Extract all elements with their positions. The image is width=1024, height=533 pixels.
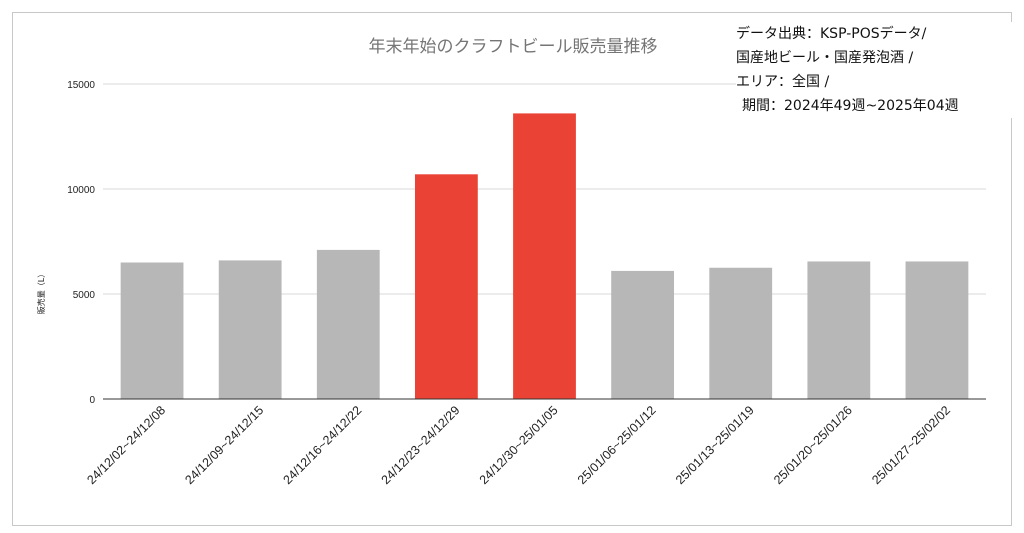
y-axis-label: 販売量（L） [36, 270, 46, 314]
source-note-line-4: 期間：2024年49週~2025年04週 [742, 98, 959, 114]
bar [709, 267, 773, 399]
source-note-line-1: データ出典：KSP-POSデータ/ [736, 26, 927, 42]
bar [513, 113, 576, 400]
x-tick-label: 24/12/09~24/12/15 [182, 403, 266, 487]
x-tick-label: 25/01/27~25/02/02 [869, 403, 953, 487]
y-tick-label: 0 [89, 395, 95, 406]
x-tick-label: 24/12/16~24/12/22 [281, 403, 365, 487]
y-tick-label: 15000 [67, 80, 95, 91]
x-tick-label: 25/01/13~25/01/19 [673, 403, 757, 487]
x-tick-label: 24/12/02~24/12/08 [84, 403, 168, 487]
y-tick-labels: 0 5000 10000 15000 [67, 80, 95, 406]
chart-title: 年末年始のクラフトビール販売量推移 [369, 37, 658, 57]
bar [316, 249, 380, 399]
bar [611, 270, 675, 399]
source-note: データ出典：KSP-POSデータ/ 国産地ビール・国産発泡酒 / エリア：全国 … [736, 22, 1020, 118]
bar [414, 174, 478, 399]
source-note-line-3: エリア：全国 / [736, 74, 830, 90]
bar [218, 260, 282, 399]
x-tick-label: 25/01/20~25/01/26 [771, 403, 855, 487]
source-note-line-2: 国産地ビール・国産発泡酒 / [736, 50, 914, 66]
y-tick-label: 5000 [73, 290, 96, 301]
bar [807, 261, 871, 399]
bar [905, 261, 969, 399]
y-tick-label: 10000 [67, 185, 95, 196]
x-tick-label: 25/01/06~25/01/12 [575, 403, 659, 487]
bar [120, 262, 184, 399]
bars [120, 113, 969, 400]
x-tick-label: 24/12/23~24/12/29 [379, 403, 463, 487]
x-tick-labels: 24/12/02~24/12/08 24/12/09~24/12/15 24/12/… [84, 403, 953, 487]
x-tick-label: 24/12/30~25/01/05 [477, 403, 561, 487]
